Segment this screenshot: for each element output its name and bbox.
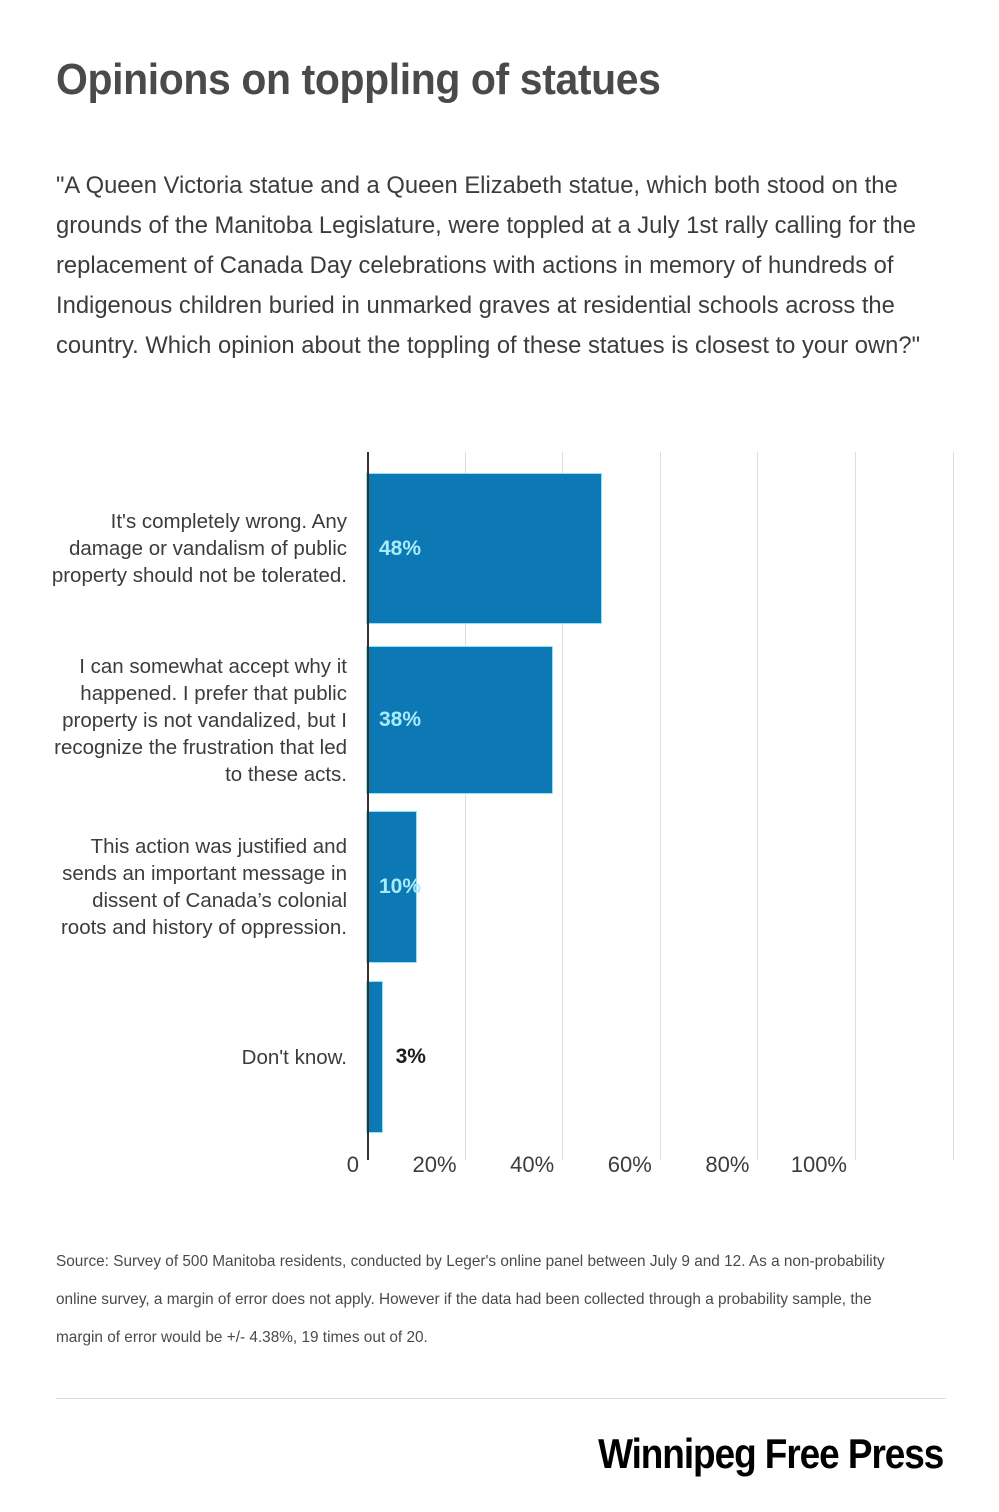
gridline-60 <box>659 452 661 1160</box>
page-title: Opinions on toppling of statues <box>56 55 661 104</box>
category-label: It's completely wrong. Any damage or van… <box>51 510 347 587</box>
bar <box>366 981 383 1133</box>
x-axis-tick-labels: 0 20% 40% 60% 80% 100% <box>0 1152 999 1194</box>
bar-value-label: 3% <box>395 1045 426 1068</box>
category-label: This action was justified and sends an i… <box>60 835 347 939</box>
gridline-80 <box>757 452 759 1160</box>
x-tick-label: 0 <box>346 1152 359 1177</box>
category-label: I can somewhat accept why it happened. I… <box>54 654 347 786</box>
publisher-logo: Winnipeg Free Press <box>597 1430 944 1477</box>
bar-value-label: 10% <box>379 875 422 898</box>
bar: 10% <box>366 811 421 963</box>
x-tick-label: 100% <box>790 1152 847 1177</box>
gridline-40 <box>562 452 564 1160</box>
footer-divider <box>56 1398 946 1399</box>
x-tick-label: 80% <box>705 1152 750 1177</box>
gridline-120 <box>952 452 954 1160</box>
bar-chart: 48% It's completely wrong. Any damage or … <box>0 452 999 1192</box>
x-tick-label: 60% <box>607 1152 652 1177</box>
source-note: Source: Survey of 500 Manitoba residents… <box>56 1253 885 1346</box>
bar-value-label: 48% <box>379 536 422 560</box>
bar: 38% <box>365 646 554 794</box>
bar: 48% <box>365 473 603 624</box>
x-tick-label: 40% <box>510 1152 555 1177</box>
survey-question-text: "A Queen Victoria statue and a Queen Eli… <box>56 172 921 359</box>
chart-axis-line <box>367 452 369 1160</box>
gridline-20 <box>464 452 466 1160</box>
bar-value-label: 38% <box>379 708 422 731</box>
category-label: Don't know. <box>241 1045 347 1069</box>
x-tick-label: 20% <box>412 1152 457 1177</box>
gridline-100 <box>855 452 856 1160</box>
